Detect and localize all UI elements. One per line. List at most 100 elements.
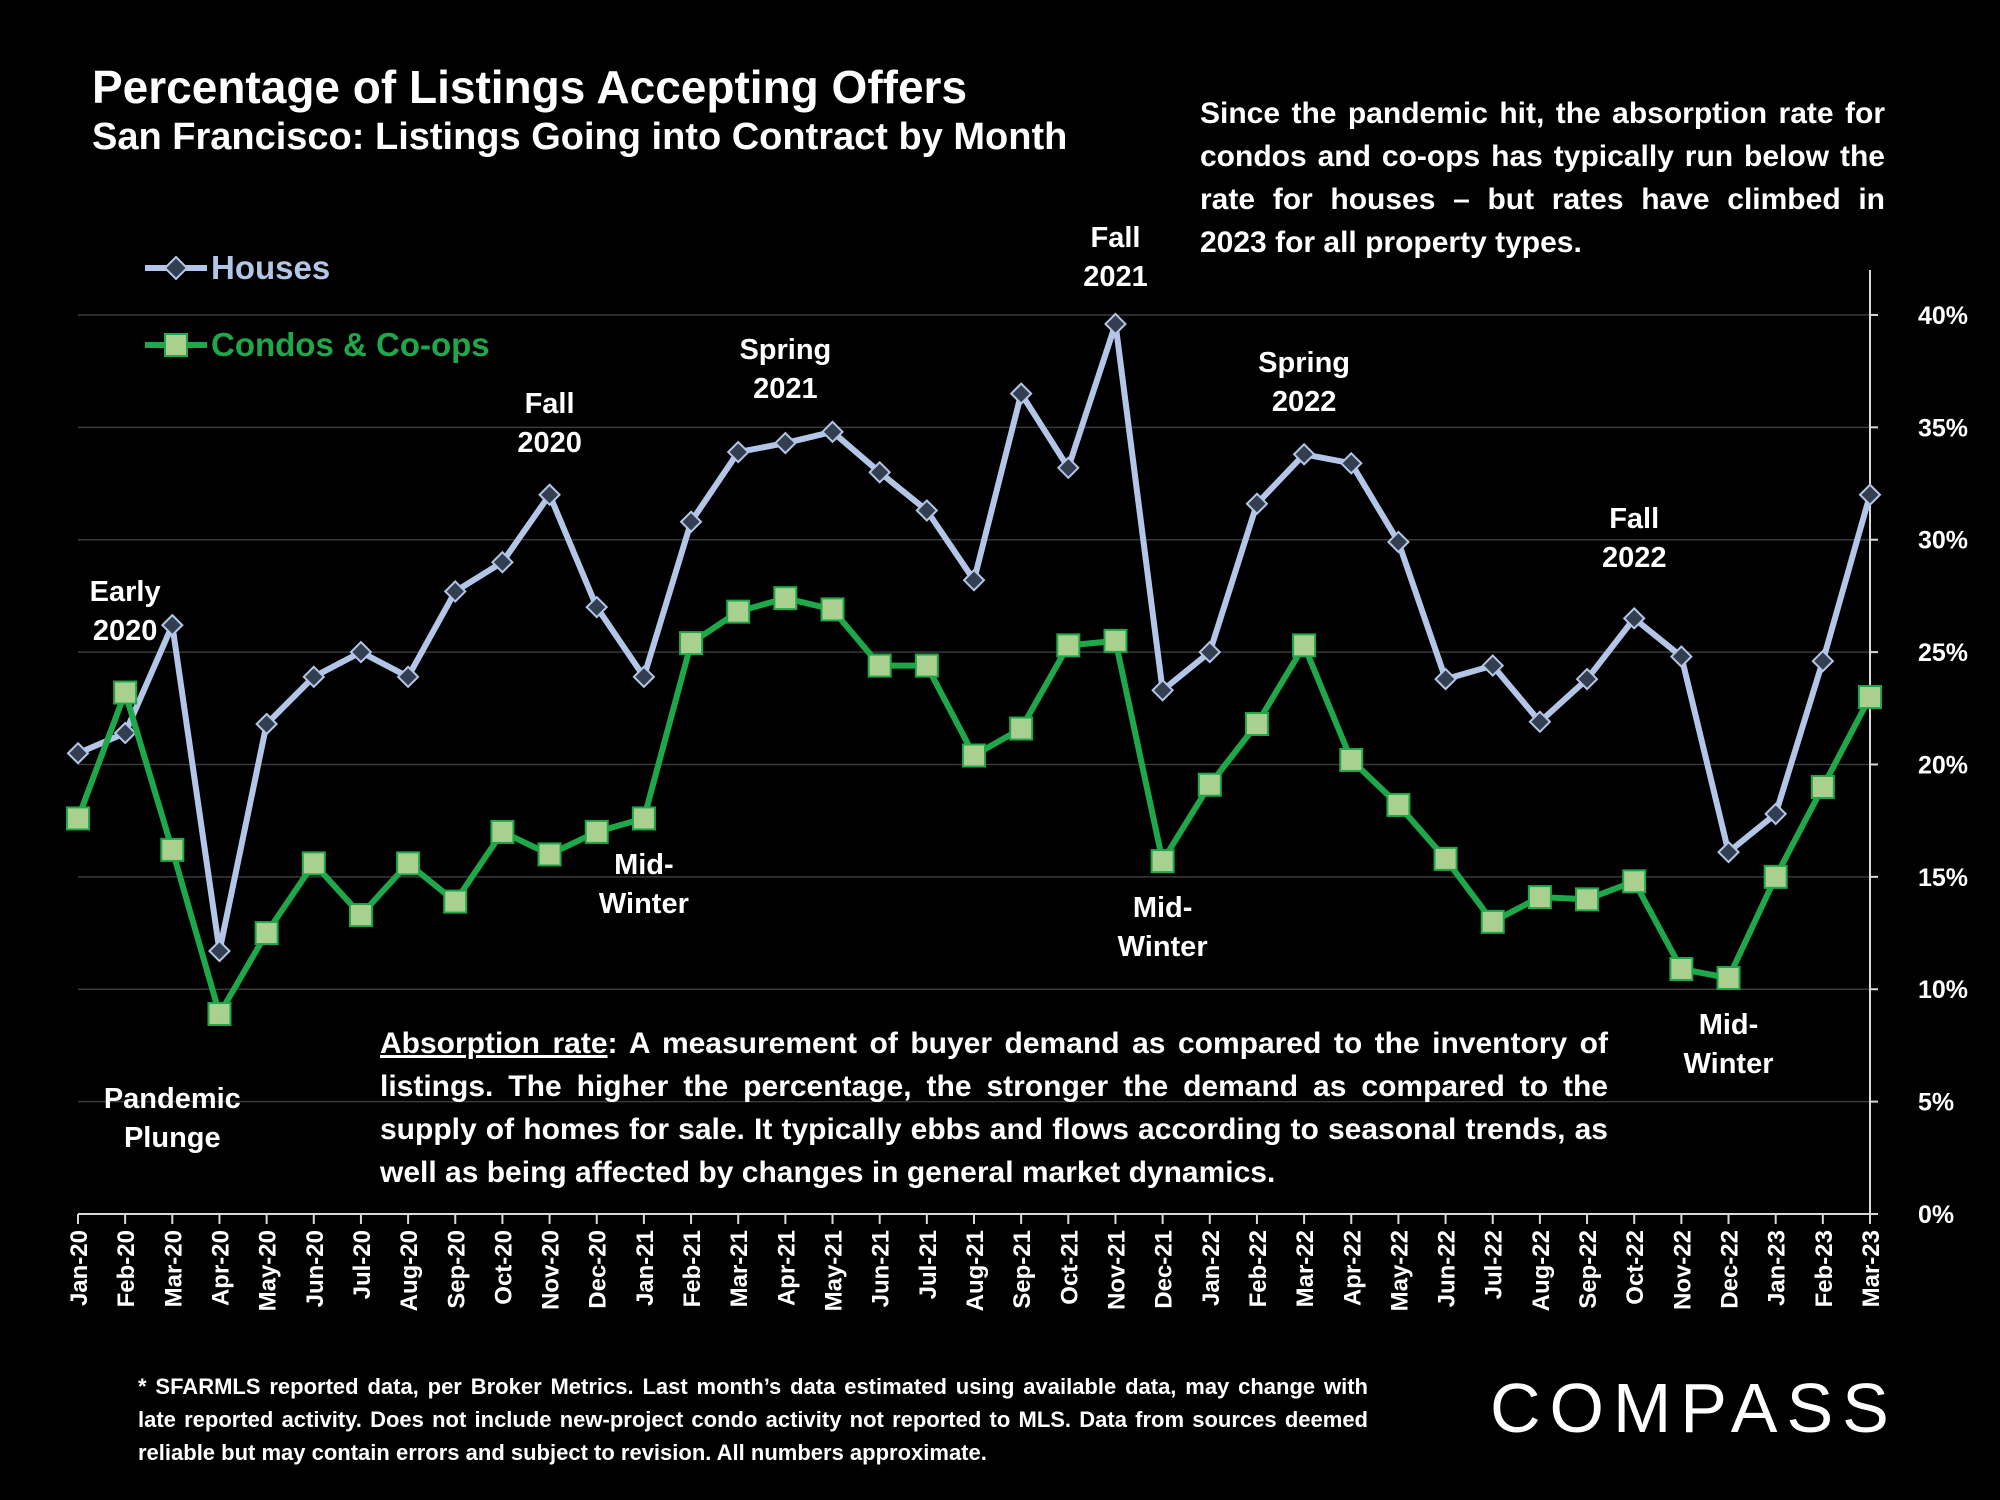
x-tick-label: May-21 [821,1230,848,1311]
annotation-line: 2020 [517,426,582,459]
houses-point [255,712,279,736]
x-tick-label: Apr-21 [773,1230,800,1306]
x-tick-label: Oct-22 [1622,1230,1649,1305]
houses-point [1481,654,1505,677]
houses-point [302,665,326,689]
x-tick-label: Nov-22 [1669,1230,1696,1310]
condos-point [1763,864,1788,889]
houses-point [962,568,986,592]
condos-point [867,653,892,678]
houses-point [1434,667,1457,691]
condos-point [301,851,326,876]
y-tick-label: 5% [1918,1089,1954,1117]
annotation-label: Mid- Winter [1684,1006,1774,1084]
houses-point [396,665,420,689]
condos-point [1103,628,1128,653]
x-tick-label: Apr-22 [1339,1230,1366,1306]
x-tick-label: May-22 [1386,1230,1413,1311]
condos-point [1292,633,1317,658]
x-tick-label: Mar-23 [1858,1230,1885,1307]
condos-point [584,819,609,844]
chart-title: Percentage of Listings Accepting Offers [92,61,968,113]
condos-point [1244,712,1269,737]
x-tick-label: Mar-22 [1292,1230,1319,1307]
x-tick-label: Mar-20 [160,1230,187,1307]
houses-point [868,460,892,484]
houses-point [538,483,561,507]
annotation-line: Mid- [1698,1009,1759,1041]
houses-point [1575,667,1599,691]
annotation-line: Spring [739,334,832,367]
x-tick-label: Feb-20 [113,1230,140,1307]
annotation-label: Spring 2022 [1258,344,1350,422]
condos-point [962,743,986,768]
x-tick-label: Jan-21 [632,1230,659,1306]
annotation-line: Mid- [1132,892,1193,925]
legend-condos-label: Condos & Co-ops [211,326,490,363]
houses-point [1009,382,1033,406]
houses-point [1245,492,1269,516]
annotation-line: Fall [1090,221,1141,254]
annotation-line: Pandemic [103,1083,241,1115]
condos-point [914,653,939,678]
x-tick-label: Jan-22 [1198,1230,1225,1306]
houses-point [1292,442,1316,466]
condos-point [1575,887,1600,912]
condos-point [396,851,421,876]
houses-point [1339,451,1363,475]
x-tick-label: May-20 [255,1230,282,1311]
houses-point [113,721,137,745]
houses-point [915,499,939,522]
x-tick-label: Jan-20 [66,1230,93,1306]
y-tick-label: 35% [1918,414,1968,442]
x-tick-label: Nov-21 [1103,1230,1130,1310]
condos-point [1339,747,1364,772]
annotation-line: Fall [1609,503,1660,536]
x-tick-label: Dec-21 [1151,1230,1178,1309]
condos-point [1810,774,1835,799]
annotation-line: Plunge [123,1122,221,1154]
absorption-term: Absorption rate [380,1027,608,1060]
y-tick-label: 15% [1918,864,1968,892]
condos-point [254,921,279,946]
condos-point [1056,633,1081,658]
x-tick-label: Oct-20 [490,1230,517,1305]
x-tick-label: Dec-20 [585,1230,612,1309]
condos-point [773,586,798,611]
houses-point [1764,802,1788,826]
x-tick-label: Feb-23 [1811,1230,1838,1307]
x-tick-label: Jul-22 [1481,1230,1508,1299]
houses-point [1387,530,1410,554]
annotation-line: Winter [1117,931,1208,964]
x-tick-label: Sep-22 [1575,1230,1602,1309]
annotation-label: Pandemic Plunge [104,1080,241,1158]
annotation-line: Mid- [614,849,674,882]
houses-point [1528,710,1552,734]
annotation-label: Fall 2021 [1083,219,1148,297]
y-tick-label: 0% [1918,1201,1954,1229]
x-tick-label: Jun-21 [868,1230,895,1307]
condos-point [443,889,468,914]
absorption-text: : A measurement of buyer demand as compa… [380,1027,1608,1189]
houses-series-line [76,320,1873,954]
legend-condos-marker-icon [145,325,207,365]
y-tick-label: 10% [1918,976,1968,1004]
condos-point [1009,716,1034,741]
condos-point [1433,846,1458,871]
legend-condos: Condos & Co-ops [145,325,490,365]
commentary-note: Since the pandemic hit, the absorption r… [1200,97,1885,259]
houses-point [443,579,467,603]
x-tick-label: Mar-21 [726,1230,753,1307]
annotation-line: Spring [1258,347,1351,380]
houses-point [208,939,231,963]
houses-point [1669,645,1693,669]
condos-point [1150,849,1175,874]
houses-point [632,665,656,689]
x-tick-label: Jul-21 [915,1230,942,1299]
annotation-line: Winter [1683,1048,1774,1080]
condos-point [490,819,515,844]
x-tick-label: Jun-22 [1434,1230,1461,1307]
absorption-definition: Absorption rate: A measurement of buyer … [380,1022,1608,1194]
houses-point [1717,840,1740,864]
